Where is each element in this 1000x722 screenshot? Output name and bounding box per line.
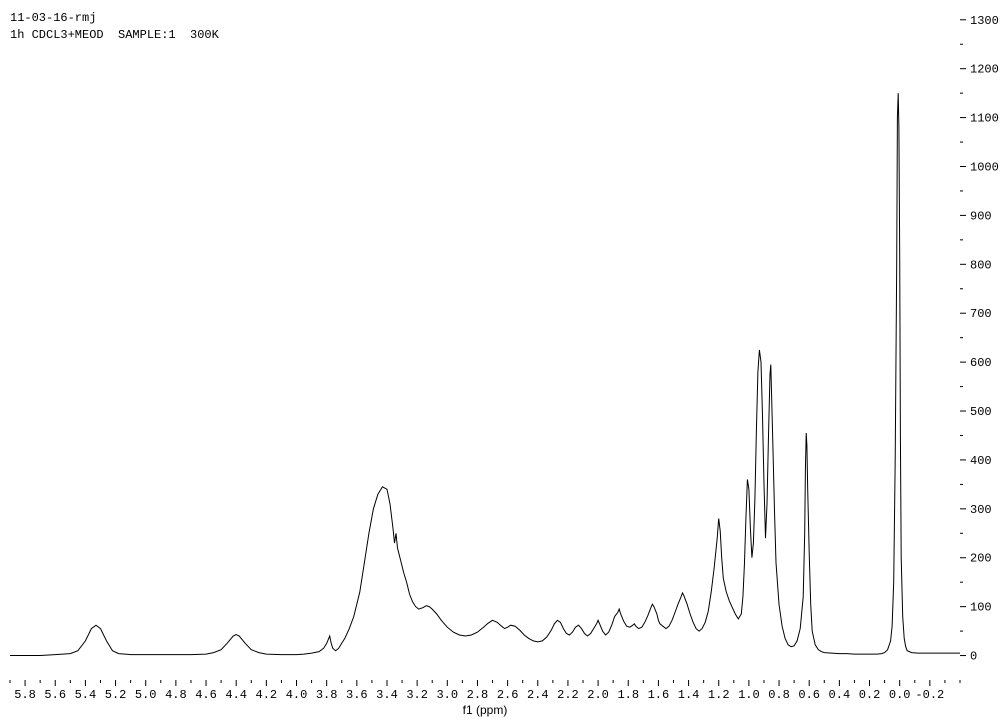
y-tick-label: 600	[970, 356, 992, 370]
x-tick-label: 3.8	[316, 688, 338, 702]
x-tick-label: 3.2	[406, 688, 428, 702]
x-tick-label: -0.2	[915, 688, 944, 702]
x-tick-label: 1.6	[648, 688, 670, 702]
spectrum-plot: 5.8 5.6 5.4 5.2 5.0 4.8 4.6 4.4 4.2 4.0 3.8 3.6 3.4 3…	[0, 0, 1000, 722]
x-tick-label: 1.0	[738, 688, 760, 702]
y-tick-label: 1200	[970, 63, 999, 77]
y-tick-label: 100	[970, 601, 992, 615]
x-tick-label: 0.4	[829, 688, 851, 702]
x-tick-label: 5.0	[135, 688, 157, 702]
x-tick-label: 0.2	[859, 688, 881, 702]
x-tick-label: 0.6	[798, 688, 820, 702]
x-tick-label: 3.6	[346, 688, 368, 702]
y-tick-label: 0	[970, 650, 977, 664]
x-tick-label: 0.8	[768, 688, 790, 702]
spectrum-trace	[10, 93, 960, 655]
y-tick-label: 800	[970, 258, 992, 272]
y-tick-label: 700	[970, 307, 992, 321]
x-tick-label: 1.4	[678, 688, 700, 702]
x-tick-label: 0.0	[889, 688, 911, 702]
x-tick-label: 2.4	[527, 688, 549, 702]
x-tick-label: 2.8	[467, 688, 489, 702]
x-tick-label: 2.6	[497, 688, 519, 702]
y-tick-label: 1300	[970, 14, 999, 28]
x-tick-label: 4.4	[225, 688, 247, 702]
y-tick-label: 1100	[970, 112, 999, 126]
y-tick-label: 300	[970, 503, 992, 517]
x-tick-label: 5.4	[75, 688, 97, 702]
x-tick-label: 3.0	[436, 688, 458, 702]
x-tick-label: 4.8	[165, 688, 187, 702]
y-tick-label: 1000	[970, 160, 999, 174]
nmr-spectrum-container: 11-03-16-rmj 1h CDCL3+MEOD SAMPLE:1 300K…	[0, 0, 1000, 722]
x-tick-label: 3.4	[376, 688, 398, 702]
x-tick-label: 5.6	[44, 688, 66, 702]
x-axis-title: f1 (ppm)	[463, 703, 508, 717]
x-tick-label: 2.2	[557, 688, 579, 702]
x-tick-label: 5.8	[14, 688, 36, 702]
x-tick-label: 4.6	[195, 688, 217, 702]
x-tick-label: 4.0	[286, 688, 308, 702]
x-tick-label: 2.0	[587, 688, 609, 702]
x-tick-label: 1.2	[708, 688, 730, 702]
y-tick-label: 200	[970, 552, 992, 566]
y-tick-label: 500	[970, 405, 992, 419]
y-tick-label: 900	[970, 209, 992, 223]
x-tick-label: 4.2	[256, 688, 278, 702]
x-tick-label: 1.8	[617, 688, 639, 702]
x-tick-label: 5.2	[105, 688, 127, 702]
y-tick-label: 400	[970, 454, 992, 468]
